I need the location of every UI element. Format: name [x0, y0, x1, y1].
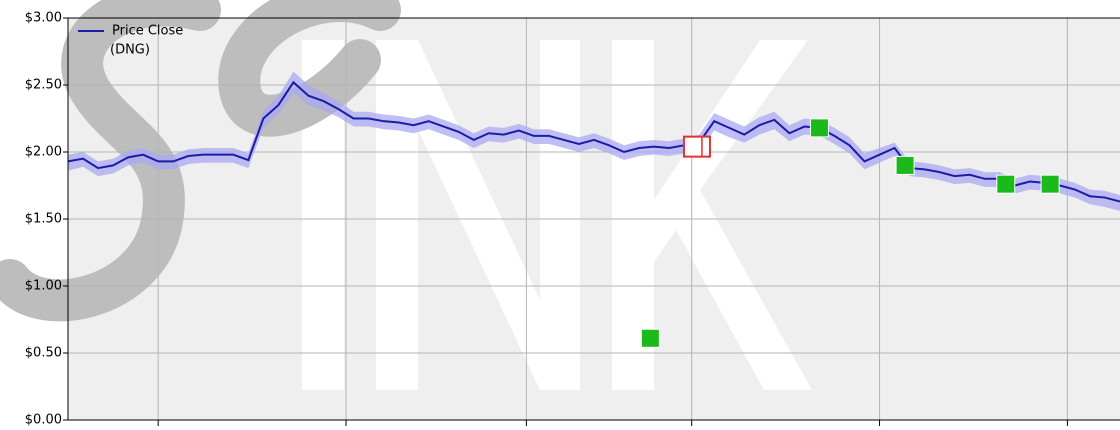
y-tick-label: $0.00 — [25, 413, 62, 427]
legend-label: Price Close — [112, 24, 183, 39]
band — [68, 71, 1120, 211]
signal-marker — [996, 174, 1016, 194]
signal-marker — [682, 135, 711, 158]
y-tick-label: $3.00 — [25, 11, 62, 26]
y-tick-label: $1.00 — [25, 279, 62, 294]
y-tick-label: $1.50 — [25, 212, 62, 227]
y-tick-label: $0.50 — [25, 346, 62, 361]
signal-marker — [895, 155, 915, 175]
signal-marker — [640, 328, 660, 348]
price-line — [67, 80, 1120, 203]
y-tick-label: $2.00 — [25, 145, 62, 160]
signal-marker — [1040, 174, 1060, 194]
signal-marker — [809, 118, 829, 138]
legend: Price Close (DNG) — [78, 24, 183, 58]
legend-ticker: (DNG) — [110, 43, 150, 58]
y-tick-label: $2.50 — [25, 78, 62, 93]
marks — [67, 71, 1120, 348]
